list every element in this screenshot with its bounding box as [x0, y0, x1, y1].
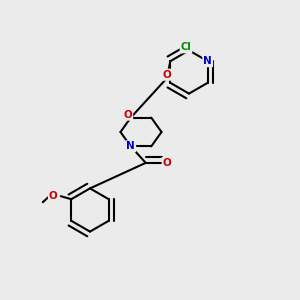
Text: N: N	[203, 56, 212, 66]
Text: N: N	[126, 141, 135, 152]
Text: O: O	[163, 158, 171, 168]
Text: Cl: Cl	[181, 42, 191, 52]
Text: O: O	[163, 70, 172, 80]
Text: O: O	[123, 110, 132, 120]
Text: O: O	[49, 191, 58, 201]
